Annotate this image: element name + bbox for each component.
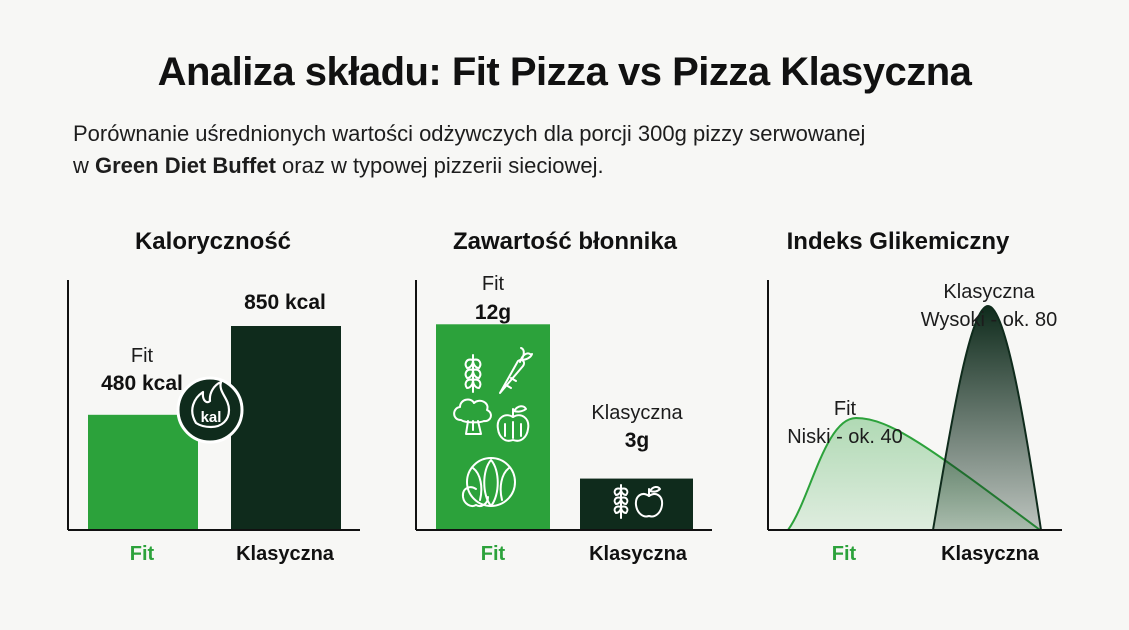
subtitle-post: oraz w typowej pizzerii sieciowej. (275, 153, 604, 178)
fiber-bar-fit (436, 324, 550, 530)
fiber-classic-series-label: Klasyczna (591, 402, 683, 424)
wheat-icon (613, 484, 629, 519)
calories-cat-fit: Fit (130, 543, 155, 565)
calories-bar-classic (231, 326, 341, 530)
fiber-classic-value-label: 3g (625, 429, 650, 452)
broccoli-icon (453, 398, 492, 435)
glycemic-classic-value-label: Wysoki - ok. 80 (921, 309, 1058, 331)
glycemic-cat-fit: Fit (832, 543, 857, 565)
calories-fit-series-label: Fit (131, 345, 154, 367)
kcal-badge: kal (176, 376, 244, 444)
calories-classic-value-label: 850 kcal (244, 291, 326, 314)
calories-fit-value-label: 480 kcal (101, 372, 183, 395)
apple-icon (496, 405, 530, 442)
glycemic-panel: Indeks Glikemiczny Klasyczna Wysoki - ok… (767, 228, 1062, 565)
calories-cat-classic: Klasyczna (236, 543, 335, 565)
cabbage-icon (461, 457, 516, 507)
calories-bar-fit (88, 414, 198, 530)
glycemic-title: Indeks Glikemiczny (787, 228, 1010, 255)
glycemic-fit-series-label: Fit (834, 398, 857, 420)
fiber-cat-fit: Fit (481, 543, 506, 565)
carrot-icon (499, 347, 533, 394)
flame-icon (191, 380, 231, 429)
fiber-title: Zawartość błonnika (453, 228, 678, 255)
fiber-fit-value-label: 12g (475, 301, 511, 324)
subtitle-pre: w (73, 153, 95, 178)
apple-icon (634, 485, 664, 518)
fiber-fit-series-label: Fit (482, 273, 505, 295)
page-subtitle: Porównanie uśrednionych wartości odżywcz… (73, 118, 1073, 182)
glycemic-areas (786, 304, 1044, 531)
fiber-panel: Zawartość błonnika Fit 12g Klasyczna 3g (415, 228, 712, 565)
kcal-badge-text: kal (201, 409, 222, 426)
calories-panel: Kaloryczność Fit 480 kcal 850 kcal kal F… (67, 228, 360, 565)
kcal-badge-circle (176, 376, 244, 444)
subtitle-brand: Green Diet Buffet (95, 153, 276, 178)
calories-bars (88, 326, 341, 530)
fiber-cat-classic: Klasyczna (589, 543, 688, 565)
calories-title: Kaloryczność (135, 228, 291, 255)
glycemic-cat-classic: Klasyczna (941, 543, 1040, 565)
glycemic-classic-series-label: Klasyczna (943, 281, 1035, 303)
glycemic-fit-value-label: Niski - ok. 40 (787, 426, 903, 448)
page-title: Analiza składu: Fit Pizza vs Pizza Klasy… (157, 50, 972, 94)
glycemic-area-classic (931, 304, 1043, 531)
wheat-icon (464, 354, 482, 393)
subtitle-line-1: Porównanie uśrednionych wartości odżywcz… (73, 121, 866, 146)
